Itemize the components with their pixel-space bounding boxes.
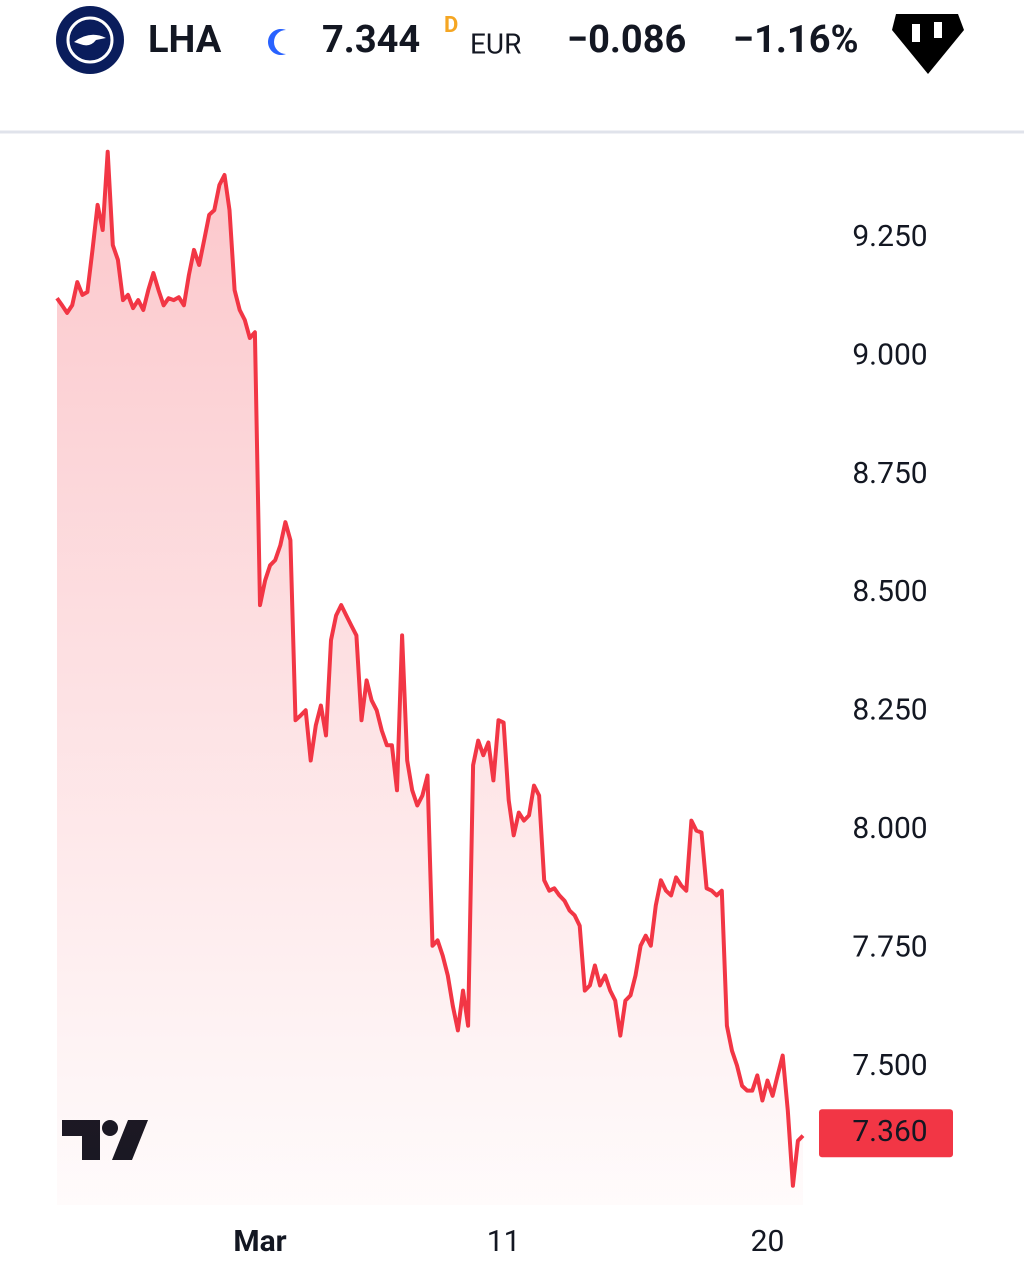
change: −0.086 [567,18,686,62]
price-line [55,149,805,1188]
x-tick-label: 20 [751,1224,785,1259]
market-closed-icon [268,29,286,55]
delay-badge: D [444,13,458,38]
y-tick-label: 7.750 [852,929,927,964]
currency: EUR [470,27,521,60]
last-price-box [819,1109,953,1158]
y-tick-label: 7.500 [852,1048,927,1083]
last-price-label: 7.360 [852,1114,927,1149]
candle-icon-part [912,24,920,42]
y-tick-label: 8.000 [852,811,927,846]
y-tick-label: 8.750 [852,456,927,491]
y-tick-label: 8.250 [852,693,927,728]
x-tick-label: 11 [487,1224,521,1259]
logo-ring [66,16,114,64]
price: 7.344 [322,18,420,62]
change-percent: −1.16% [733,18,859,62]
y-tick-label: 8.500 [852,574,927,609]
area-fill [57,151,803,1205]
y-tick-label: 9.000 [852,337,927,372]
symbol: LHA [148,18,222,62]
candle-icon-part [934,22,942,38]
x-tick-label: Mar [233,1224,286,1259]
y-tick-label: 9.250 [852,219,927,254]
candle-icon[interactable] [892,14,964,74]
logo-crane [74,34,106,46]
